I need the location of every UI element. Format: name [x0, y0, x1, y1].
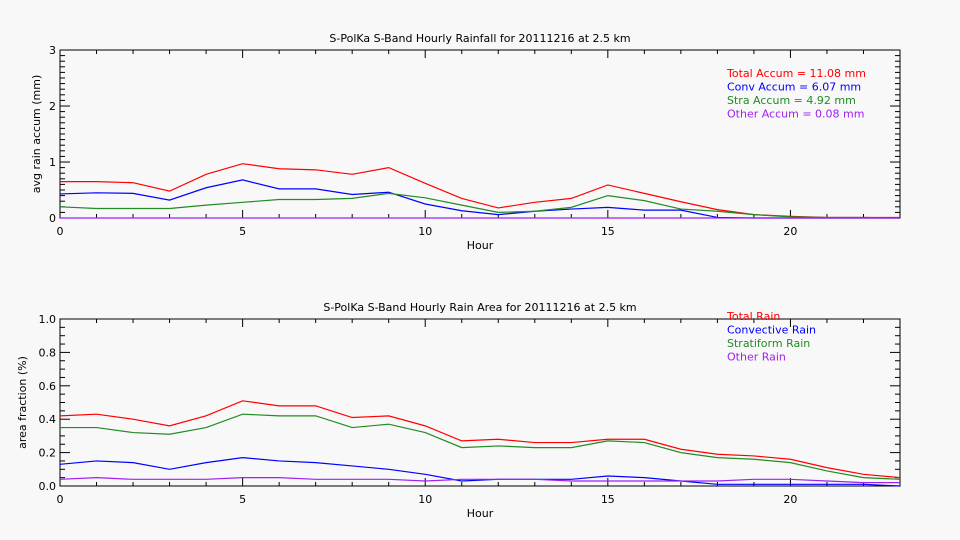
chart-panel-0: 0 5 10 15 20 0 1 2 3 S-PolKa S-Band Hourly Rainfa…	[30, 32, 901, 252]
y-tick-label: 0.2	[39, 447, 57, 460]
legend-entry-other: Other Rain	[727, 351, 786, 364]
x-tick-label: 20	[783, 225, 797, 238]
legend-entry-convective: Convective Rain	[727, 324, 816, 337]
y-tick-label: 0.6	[39, 380, 57, 393]
x-tick-label: 10	[418, 493, 432, 506]
x-tick-label: 15	[601, 225, 615, 238]
x-axis-label: Hour	[467, 239, 494, 252]
y-tick-label: 0.8	[39, 346, 57, 359]
x-tick-label: 0	[57, 225, 64, 238]
x-tick-label: 10	[418, 225, 432, 238]
y-tick-label: 0	[49, 212, 56, 225]
x-axis-label: Hour	[467, 507, 494, 520]
x-tick-label: 0	[57, 493, 64, 506]
y-axis-label: area fraction (%)	[16, 356, 29, 449]
x-tick-label: 5	[239, 225, 246, 238]
series-line-other	[59, 477, 900, 484]
chart-title: S-PolKa S-Band Hourly Rainfall for 20111…	[329, 32, 630, 45]
series-line-convective	[59, 457, 901, 487]
legend-entry-stratiform: Stratiform Rain	[727, 337, 810, 350]
chart-title: S-PolKa S-Band Hourly Rain Area for 2011…	[323, 301, 636, 314]
y-tick-label: 1.0	[39, 313, 57, 326]
x-tick-label: 20	[783, 493, 797, 506]
y-tick-label: 2	[49, 100, 56, 113]
legend-entry-total: Total Rain	[726, 310, 780, 323]
series-line-stratiform	[59, 192, 901, 219]
series-line-total	[60, 163, 900, 219]
legend-entry-total: Total Accum = 11.08 mm	[726, 67, 866, 80]
x-tick-label: 5	[239, 493, 246, 506]
y-tick-label: 1	[49, 156, 56, 169]
y-axis-label: avg rain accum (mm)	[30, 75, 43, 194]
y-tick-label: 0.0	[39, 480, 57, 493]
x-tick-label: 15	[601, 493, 615, 506]
chart-panel-1: 0 5 10 15 20 0.0 0.2 0.4 0.6 0.8 1.0 S-PolKa S-Band…	[16, 301, 901, 520]
legend-entry-convective: Conv Accum = 6.07 mm	[727, 81, 861, 94]
series-line-stratiform	[60, 413, 901, 480]
y-tick-label: 0.4	[39, 413, 57, 426]
legend-entry-other: Other Accum = 0.08 mm	[727, 108, 864, 121]
legend-entry-stratiform: Stra Accum = 4.92 mm	[727, 94, 856, 107]
series-line-convective	[59, 179, 900, 219]
series-line-total	[59, 400, 901, 479]
y-tick-label: 3	[49, 44, 56, 57]
